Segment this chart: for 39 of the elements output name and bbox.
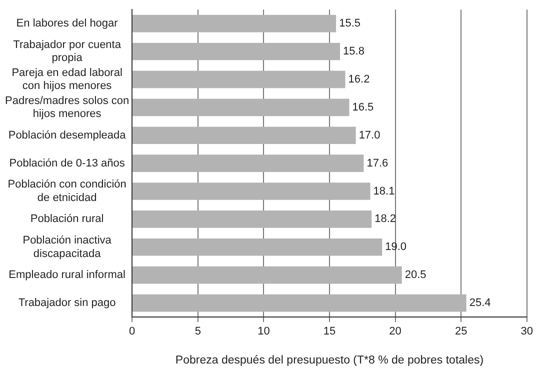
y-tick-label: Población inactiva discapacitada bbox=[22, 234, 112, 260]
y-tick-label: Población de 0-13 años bbox=[9, 157, 126, 170]
data-label: 18.1 bbox=[373, 185, 395, 198]
data-label: 16.2 bbox=[348, 73, 370, 86]
bar bbox=[132, 294, 466, 312]
x-axis-title: Pobreza después del presupuesto (T*8 % de pobres totales) bbox=[175, 354, 484, 366]
x-tick-label: 15 bbox=[323, 326, 336, 338]
data-label: 20.5 bbox=[404, 269, 426, 282]
x-tick-label: 5 bbox=[194, 326, 201, 338]
bar bbox=[132, 14, 336, 32]
y-tick-label: Población desempleada bbox=[8, 129, 127, 142]
bar bbox=[132, 42, 340, 60]
bar bbox=[132, 210, 372, 228]
y-tick-label: Pareja en edad laboral con hijos menores bbox=[12, 66, 122, 92]
data-label: 15.8 bbox=[343, 46, 364, 58]
data-label: 17.6 bbox=[366, 157, 388, 170]
data-label: 25.4 bbox=[469, 297, 491, 310]
bar bbox=[132, 182, 370, 200]
bar bbox=[132, 98, 350, 116]
y-tick-label: Empleado rural informal bbox=[8, 269, 126, 282]
data-label: 15.5 bbox=[339, 18, 360, 30]
x-tick-label: 20 bbox=[389, 326, 402, 338]
y-tick-label: Población con condición de etnicidad bbox=[8, 178, 126, 204]
data-label: 17.0 bbox=[358, 129, 380, 142]
bar bbox=[132, 70, 346, 88]
y-tick-label: Trabajador sin pago bbox=[18, 297, 116, 310]
y-tick-label: Padres/madres solos con hijos menores bbox=[4, 94, 130, 120]
data-label: 16.5 bbox=[352, 101, 374, 114]
bar bbox=[132, 126, 356, 144]
x-tick-label: 10 bbox=[258, 326, 270, 338]
bar bbox=[132, 154, 364, 172]
bar bbox=[132, 238, 382, 256]
y-tick-label: Trabajador por cuenta propia bbox=[13, 38, 122, 64]
x-tick-label: 30 bbox=[520, 326, 534, 338]
y-tick-label: En labores del hogar bbox=[16, 18, 118, 30]
bar bbox=[132, 266, 402, 284]
x-tick-label: 25 bbox=[454, 326, 468, 338]
x-tick-label: 0 bbox=[129, 326, 136, 338]
y-tick-label: Población rural bbox=[30, 213, 104, 226]
